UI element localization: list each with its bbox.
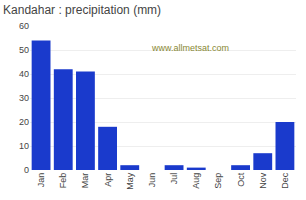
svg-text:10: 10 <box>19 141 29 151</box>
svg-text:Apr: Apr <box>103 173 113 187</box>
svg-text:Mar: Mar <box>80 173 90 189</box>
svg-text:30: 30 <box>19 93 29 103</box>
svg-text:Feb: Feb <box>58 173 68 189</box>
svg-text:Jan: Jan <box>36 173 46 188</box>
svg-text:60: 60 <box>19 21 29 31</box>
svg-text:Kandahar : precipitation (mm): Kandahar : precipitation (mm) <box>3 3 161 17</box>
svg-text:0: 0 <box>24 165 29 175</box>
svg-text:Sep: Sep <box>213 173 223 189</box>
svg-text:Jul: Jul <box>169 173 179 185</box>
svg-text:Oct: Oct <box>236 172 246 187</box>
svg-text:20: 20 <box>19 117 29 127</box>
svg-text:Dec: Dec <box>280 172 290 189</box>
svg-text:Aug: Aug <box>191 173 201 189</box>
svg-text:Nov: Nov <box>258 172 268 189</box>
svg-text:Jun: Jun <box>147 173 157 188</box>
svg-text:50: 50 <box>19 45 29 55</box>
svg-text:40: 40 <box>19 69 29 79</box>
svg-text:May: May <box>125 172 135 190</box>
svg-text:www.allmetsat.com: www.allmetsat.com <box>151 43 229 53</box>
